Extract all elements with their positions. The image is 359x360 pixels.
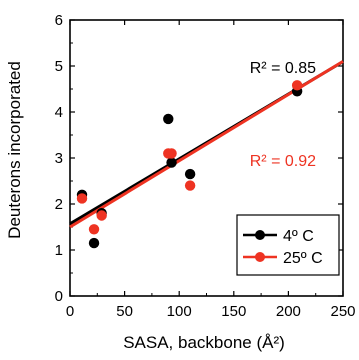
axes-layer: 0 50 100 150 200 250 0 1 2 3 4 5 6 [55,12,356,320]
data-point-series-0 [184,168,196,180]
y-tick-label: 6 [55,12,63,29]
data-point-series-0 [166,157,177,168]
data-point-series-1 [76,193,88,204]
data-point-series-1 [291,80,303,91]
x-tick-label: 0 [66,303,74,320]
legend: 4º C 25º C [236,214,340,276]
y-tick-label: 2 [55,196,63,213]
y-tick-label: 5 [55,58,63,75]
y-tick-label: 4 [55,104,63,121]
r2-label-4c: R² = 0.85 [250,60,316,77]
data-point-series-1 [166,148,177,159]
y-axis-label: Deuterons incorporated [5,61,24,239]
x-tick-label: 150 [221,303,246,320]
y-tick-label: 3 [55,150,63,167]
x-axis-label: SASA, backbone (Å²) [123,333,285,352]
legend-label-4c: 4º C [283,228,314,245]
data-point-series-1 [96,210,107,221]
r2-label-25c: R² = 0.92 [250,153,316,170]
data-point-series-1 [88,224,100,235]
legend-marker-4c [255,230,265,240]
legend-label-25c: 25º C [283,250,323,267]
data-points-layer [76,80,303,249]
x-tick-label: 50 [116,303,133,320]
legend-marker-25c [255,252,265,262]
data-point-series-0 [88,237,100,249]
data-point-series-1 [184,180,196,191]
y-tick-label: 0 [55,288,63,305]
x-tick-label: 250 [330,303,355,320]
x-tick-label: 200 [276,303,301,320]
y-tick-label: 1 [55,242,63,259]
data-point-series-0 [163,113,174,125]
legend-box [236,214,340,276]
x-tick-label: 100 [167,303,192,320]
